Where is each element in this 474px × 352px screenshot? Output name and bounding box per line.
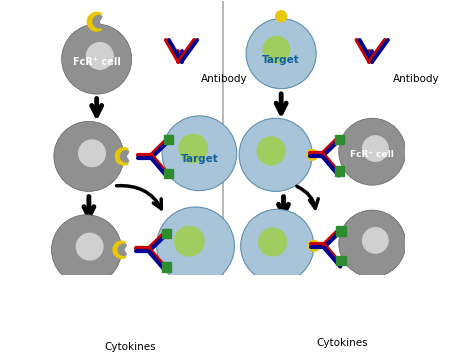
Circle shape bbox=[259, 228, 286, 256]
Polygon shape bbox=[281, 320, 305, 345]
Text: Cytokines: Cytokines bbox=[104, 342, 156, 352]
Text: Cytokines: Cytokines bbox=[316, 338, 368, 348]
Circle shape bbox=[174, 226, 204, 256]
Circle shape bbox=[52, 215, 122, 285]
Polygon shape bbox=[194, 340, 218, 352]
Wedge shape bbox=[87, 12, 101, 31]
Text: Antibody: Antibody bbox=[201, 74, 247, 83]
FancyBboxPatch shape bbox=[337, 256, 346, 265]
Circle shape bbox=[179, 134, 208, 163]
FancyBboxPatch shape bbox=[164, 169, 173, 178]
Text: Target: Target bbox=[262, 55, 300, 65]
Circle shape bbox=[239, 118, 312, 191]
Polygon shape bbox=[166, 342, 190, 352]
Wedge shape bbox=[120, 151, 129, 162]
Text: Antibody: Antibody bbox=[392, 74, 439, 83]
Wedge shape bbox=[113, 241, 126, 258]
Text: FcR⁺ cell: FcR⁺ cell bbox=[73, 57, 120, 67]
Circle shape bbox=[363, 228, 388, 253]
FancyBboxPatch shape bbox=[335, 166, 344, 176]
Circle shape bbox=[276, 11, 287, 22]
Circle shape bbox=[339, 118, 406, 185]
Text: Target: Target bbox=[181, 155, 219, 164]
Circle shape bbox=[246, 19, 316, 89]
Circle shape bbox=[86, 43, 113, 69]
FancyBboxPatch shape bbox=[164, 134, 173, 144]
Circle shape bbox=[79, 140, 105, 166]
FancyBboxPatch shape bbox=[337, 226, 346, 236]
Circle shape bbox=[363, 136, 388, 161]
Circle shape bbox=[339, 210, 406, 277]
Polygon shape bbox=[240, 340, 264, 352]
Circle shape bbox=[156, 207, 235, 285]
Circle shape bbox=[307, 149, 318, 160]
Circle shape bbox=[76, 233, 103, 260]
Circle shape bbox=[162, 116, 237, 191]
Wedge shape bbox=[118, 244, 127, 255]
Circle shape bbox=[263, 36, 290, 63]
Text: FcR⁺ cell: FcR⁺ cell bbox=[350, 150, 394, 159]
Circle shape bbox=[62, 24, 132, 94]
FancyBboxPatch shape bbox=[162, 229, 172, 238]
Polygon shape bbox=[180, 319, 203, 344]
FancyBboxPatch shape bbox=[335, 134, 344, 144]
Circle shape bbox=[257, 137, 285, 165]
Circle shape bbox=[309, 240, 319, 251]
Wedge shape bbox=[115, 148, 128, 165]
Wedge shape bbox=[93, 15, 102, 28]
Circle shape bbox=[54, 121, 124, 191]
Polygon shape bbox=[255, 315, 278, 340]
Polygon shape bbox=[228, 319, 252, 344]
Polygon shape bbox=[153, 323, 176, 348]
Polygon shape bbox=[207, 323, 231, 348]
FancyBboxPatch shape bbox=[162, 262, 172, 272]
Polygon shape bbox=[269, 339, 293, 352]
Circle shape bbox=[241, 209, 314, 282]
